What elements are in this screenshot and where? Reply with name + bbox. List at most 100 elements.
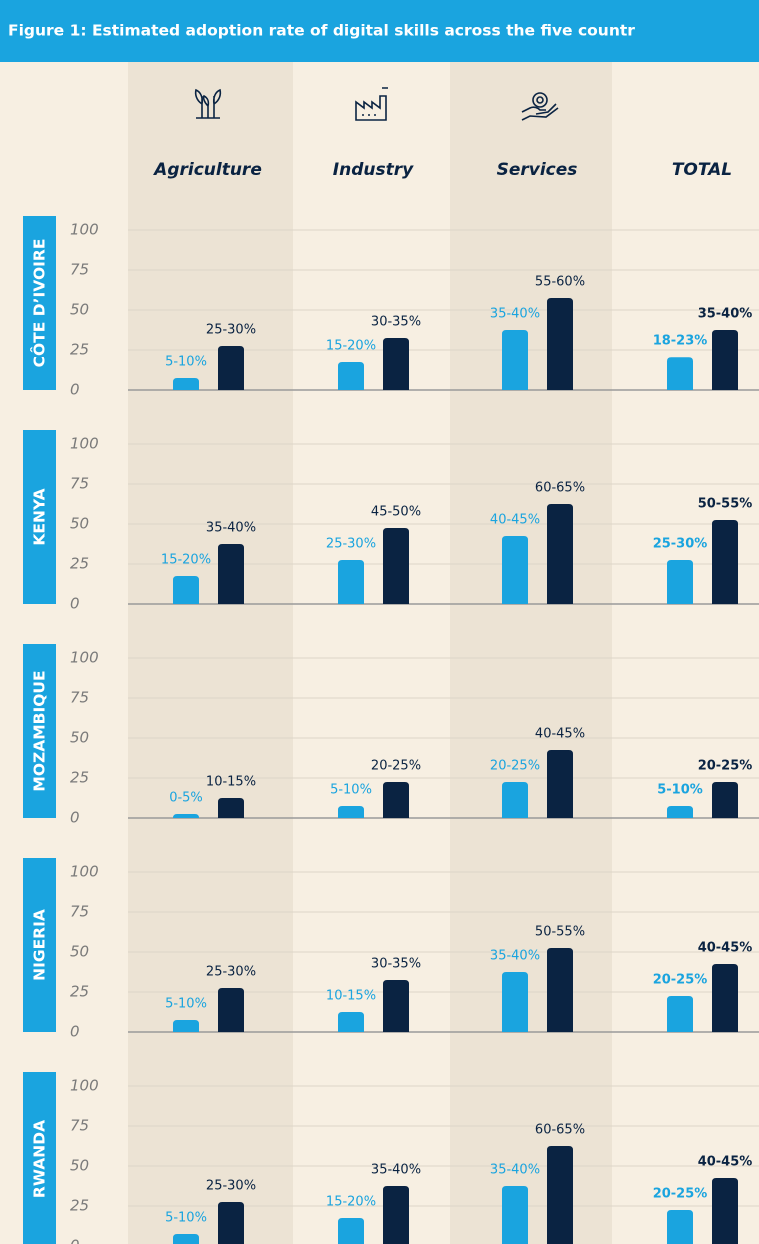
country-label: NIGERIA — [31, 909, 49, 981]
value-label: 20-25% — [653, 973, 708, 988]
value-label: 40-45% — [490, 513, 540, 528]
bar — [667, 560, 693, 604]
bar — [173, 814, 199, 818]
y-tick-label: 50 — [70, 1157, 89, 1175]
y-tick-label: 50 — [70, 729, 89, 747]
value-label: 5-10% — [165, 997, 207, 1012]
bar — [383, 1186, 409, 1244]
country-label: CÔTE D’IVOIRE — [30, 239, 49, 368]
value-label: 30-35% — [371, 315, 421, 330]
country-label-box — [23, 644, 56, 818]
value-label: 40-45% — [698, 1155, 753, 1170]
value-label: 20-25% — [371, 759, 421, 774]
bar — [547, 1146, 573, 1244]
bar — [218, 1202, 244, 1244]
y-tick-label: 50 — [70, 301, 89, 319]
bar — [383, 782, 409, 818]
y-tick-label: 100 — [70, 863, 99, 881]
value-label: 5-10% — [657, 783, 703, 798]
y-tick-label: 25 — [70, 555, 89, 573]
bar — [547, 948, 573, 1032]
services-icon — [521, 92, 559, 121]
bar — [383, 528, 409, 604]
column-band — [450, 62, 612, 1244]
value-label: 25-30% — [206, 1179, 256, 1194]
y-tick-label: 75 — [70, 903, 89, 921]
y-tick-label: 25 — [70, 769, 89, 787]
y-tick-label: 100 — [70, 1077, 99, 1095]
bar — [502, 536, 528, 604]
value-label: 50-55% — [698, 497, 753, 512]
y-tick-label: 50 — [70, 943, 89, 961]
bar — [173, 1234, 199, 1244]
value-label: 10-15% — [326, 989, 376, 1004]
bar — [547, 750, 573, 818]
value-label: 20-25% — [653, 1187, 708, 1202]
bar — [712, 330, 738, 390]
bar — [667, 806, 693, 818]
y-tick-label: 75 — [70, 261, 89, 279]
header-bar — [0, 0, 759, 62]
bar — [383, 338, 409, 390]
column-header: Services — [497, 160, 578, 180]
bar — [712, 1178, 738, 1244]
bar — [218, 346, 244, 390]
column-header: TOTAL — [672, 160, 732, 180]
bar — [712, 782, 738, 818]
value-label: 5-10% — [165, 1211, 207, 1226]
country-label-box — [23, 430, 56, 604]
y-tick-label: 25 — [70, 983, 89, 1001]
value-label: 25-30% — [653, 537, 708, 552]
y-tick-label: 75 — [70, 1117, 89, 1135]
bar — [218, 988, 244, 1032]
value-label: 25-30% — [206, 323, 256, 338]
value-label: 35-40% — [698, 307, 753, 322]
value-label: 20-25% — [698, 759, 753, 774]
bar — [338, 1012, 364, 1032]
country-label-box — [23, 1072, 56, 1244]
value-label: 60-65% — [535, 481, 585, 496]
y-tick-label: 0 — [70, 809, 80, 827]
value-label: 40-45% — [535, 727, 585, 742]
agriculture-icon — [194, 88, 222, 119]
y-tick-label: 0 — [70, 1023, 80, 1041]
bar — [502, 782, 528, 818]
y-tick-label: 0 — [70, 1237, 80, 1244]
y-tick-label: 25 — [70, 1197, 89, 1215]
value-label: 25-30% — [206, 965, 256, 980]
bar — [218, 544, 244, 604]
y-tick-label: 0 — [70, 595, 80, 613]
bar — [218, 798, 244, 818]
value-label: 35-40% — [371, 1163, 421, 1178]
value-label: 30-35% — [371, 957, 421, 972]
bar — [173, 1020, 199, 1032]
bar — [502, 330, 528, 390]
value-label: 20-25% — [490, 759, 540, 774]
bar — [383, 980, 409, 1032]
bar — [712, 520, 738, 604]
bar — [712, 964, 738, 1032]
country-label-box — [23, 858, 56, 1032]
y-tick-label: 100 — [70, 221, 99, 239]
value-label: 15-20% — [326, 1195, 376, 1210]
bar — [173, 378, 199, 390]
y-tick-label: 100 — [70, 649, 99, 667]
bar — [667, 357, 693, 390]
value-label: 35-40% — [490, 949, 540, 964]
y-tick-label: 25 — [70, 341, 89, 359]
value-label: 15-20% — [161, 553, 211, 568]
y-tick-label: 0 — [70, 381, 80, 399]
y-tick-label: 75 — [70, 689, 89, 707]
country-label: KENYA — [31, 488, 49, 545]
bar — [338, 560, 364, 604]
bar — [547, 298, 573, 390]
country-label: MOZAMBIQUE — [31, 670, 49, 791]
value-label: 10-15% — [206, 775, 256, 790]
y-tick-label: 75 — [70, 475, 89, 493]
column-header: Industry — [333, 160, 414, 180]
bar — [338, 1218, 364, 1244]
y-tick-label: 100 — [70, 435, 99, 453]
bar — [502, 972, 528, 1032]
value-label: 15-20% — [326, 339, 376, 354]
